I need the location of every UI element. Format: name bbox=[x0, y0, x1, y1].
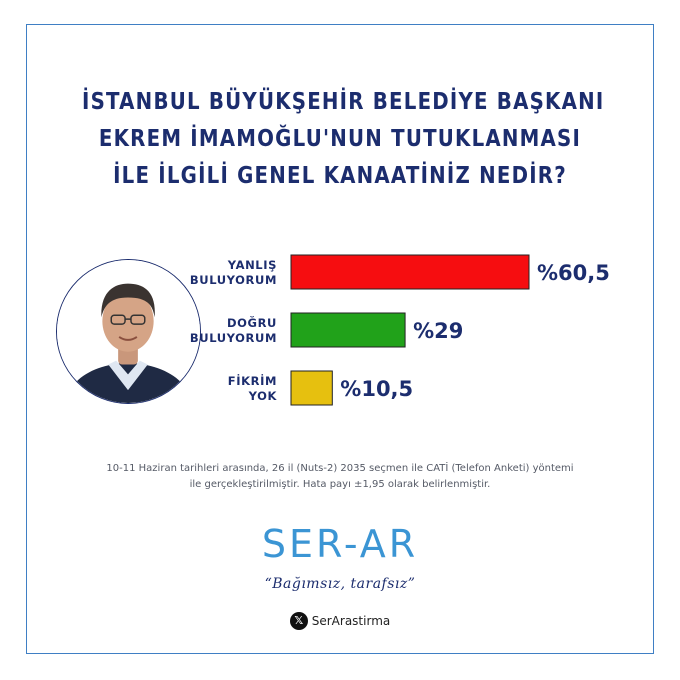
category-label-3-line-1: FİKRİM bbox=[228, 373, 277, 388]
bar-1 bbox=[290, 254, 530, 290]
bar-2 bbox=[290, 312, 406, 348]
value-label-1: %60,5 bbox=[537, 261, 610, 285]
value-label-2: %29 bbox=[413, 319, 463, 343]
brand-tagline: “Bağımsız, tarafsız” bbox=[264, 576, 416, 592]
social-handle-row[interactable]: 𝕏 SerArastirma bbox=[0, 612, 680, 630]
page-title: İSTANBUL BÜYÜKŞEHİR BELEDİYE BAŞKANI EKR… bbox=[82, 84, 605, 195]
title-line-2: EKREM İMAMOĞLU'NUN TUTUKLANMASI bbox=[98, 126, 582, 152]
title-line-1: İSTANBUL BÜYÜKŞEHİR BELEDİYE BAŞKANI bbox=[82, 89, 605, 115]
bar-3 bbox=[290, 370, 333, 406]
category-label-3: FİKRİM YOK bbox=[228, 373, 278, 403]
category-label-2-line-2: BULUYORUM bbox=[190, 331, 277, 345]
value-label-3: %10,5 bbox=[340, 377, 413, 401]
methodology-note: 10-11 Haziran tarihleri arasında, 26 il … bbox=[70, 461, 610, 493]
card-frame bbox=[26, 24, 654, 654]
portrait-avatar bbox=[56, 259, 201, 404]
category-label-2: DOĞRU BULUYORUM bbox=[190, 315, 277, 345]
person-portrait-icon bbox=[57, 260, 200, 403]
footnote-line-1: 10-11 Haziran tarihleri arasında, 26 il … bbox=[106, 463, 574, 474]
footnote-line-2: ile gerçekleştirilmiştir. Hata payı ±1,9… bbox=[189, 479, 491, 490]
category-label-1-line-2: BULUYORUM bbox=[190, 273, 277, 287]
title-line-3: İLE İLGİLİ GENEL KANAATİNİZ NEDİR? bbox=[113, 163, 567, 189]
x-logo-icon: 𝕏 bbox=[289, 612, 308, 630]
category-label-3-line-2: YOK bbox=[248, 389, 278, 403]
category-label-1-line-1: YANLIŞ bbox=[227, 258, 277, 272]
social-handle[interactable]: SerArastirma bbox=[311, 614, 391, 628]
category-label-1: YANLIŞ BULUYORUM bbox=[190, 258, 277, 287]
category-label-2-line-1: DOĞRU bbox=[227, 315, 277, 330]
brand-logo: SER-AR bbox=[261, 522, 419, 566]
